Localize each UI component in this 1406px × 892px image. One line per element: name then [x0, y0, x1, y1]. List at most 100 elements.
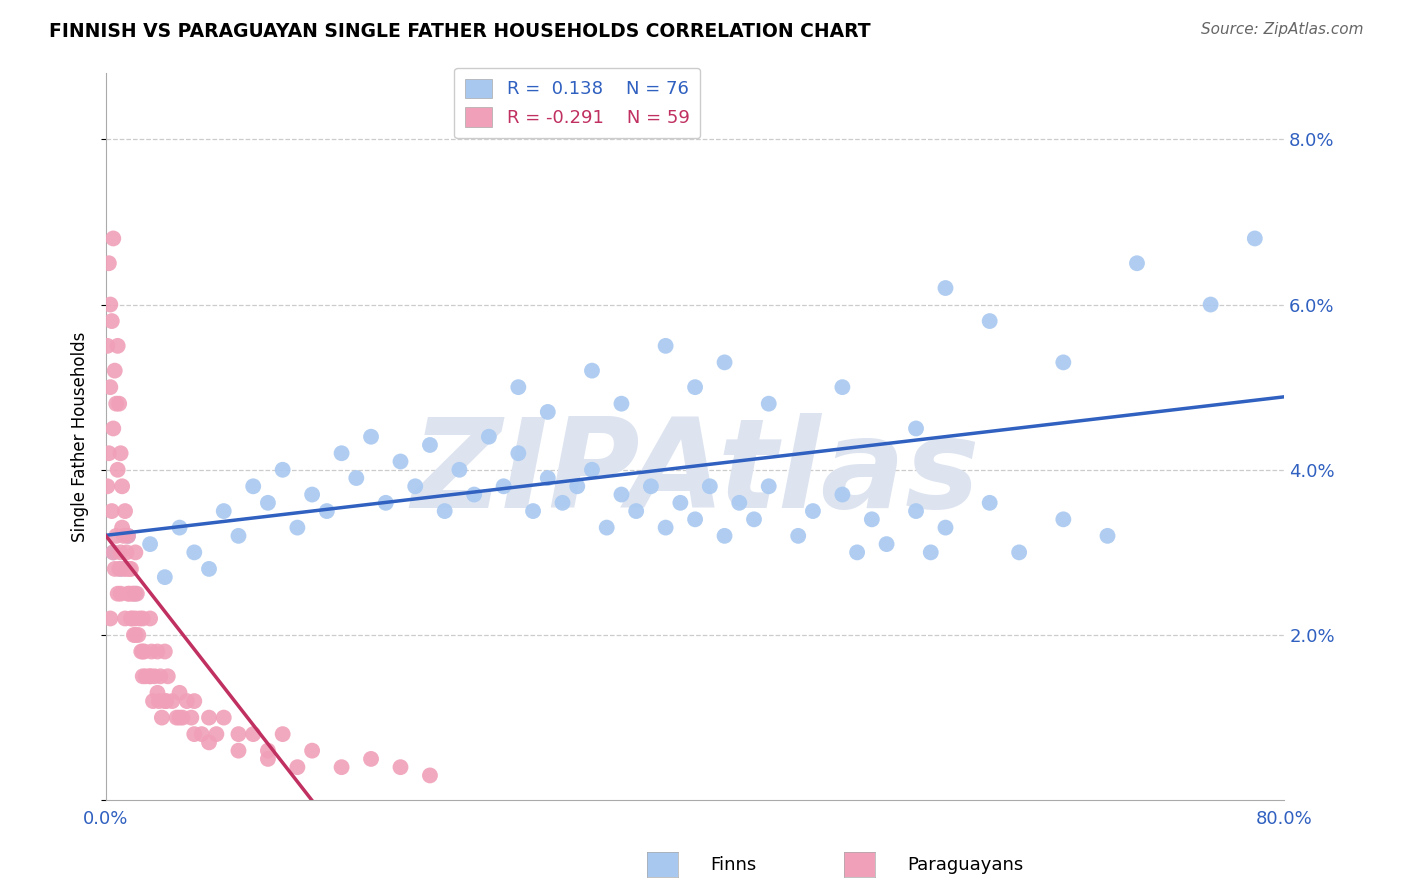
- Point: [101, 314, 124, 328]
- Point: [287, 520, 309, 534]
- Point: [105, 529, 128, 543]
- Point: [389, 454, 412, 468]
- Text: Paraguayans: Paraguayans: [907, 856, 1024, 874]
- Point: [127, 628, 149, 642]
- Point: [103, 545, 125, 559]
- Point: [374, 496, 396, 510]
- Point: [139, 537, 162, 551]
- Point: [110, 446, 132, 460]
- Point: [198, 710, 221, 724]
- Point: [121, 611, 143, 625]
- Point: [143, 669, 166, 683]
- Point: [114, 611, 136, 625]
- Point: [728, 496, 751, 510]
- Point: [110, 587, 132, 601]
- Point: [166, 710, 188, 724]
- Point: [404, 479, 426, 493]
- Point: [581, 463, 603, 477]
- Point: [124, 545, 146, 559]
- Point: [257, 744, 280, 758]
- Point: [148, 694, 170, 708]
- Point: [713, 529, 735, 543]
- Point: [271, 727, 294, 741]
- Point: [905, 504, 928, 518]
- Point: [111, 479, 134, 493]
- Point: [198, 735, 221, 749]
- Point: [1097, 529, 1119, 543]
- Point: [801, 504, 824, 518]
- Point: [160, 694, 183, 708]
- Point: [212, 710, 235, 724]
- Point: [134, 644, 156, 658]
- Point: [153, 570, 176, 584]
- Point: [344, 471, 367, 485]
- Point: [860, 512, 883, 526]
- Point: [581, 364, 603, 378]
- Point: [112, 529, 135, 543]
- Point: [1126, 256, 1149, 270]
- Point: [640, 479, 662, 493]
- Point: [139, 669, 162, 683]
- Point: [831, 487, 853, 501]
- Legend: R =  0.138    N = 76, R = -0.291    N = 59: R = 0.138 N = 76, R = -0.291 N = 59: [454, 68, 700, 138]
- Point: [122, 587, 145, 601]
- Point: [117, 587, 139, 601]
- Point: [107, 587, 129, 601]
- Point: [132, 644, 155, 658]
- Point: [110, 562, 132, 576]
- Point: [125, 587, 148, 601]
- Point: [228, 744, 250, 758]
- Point: [905, 421, 928, 435]
- Point: [198, 562, 221, 576]
- Point: [271, 463, 294, 477]
- Point: [155, 694, 177, 708]
- Point: [669, 496, 692, 510]
- Point: [117, 529, 139, 543]
- Point: [115, 562, 138, 576]
- Point: [97, 446, 120, 460]
- Point: [132, 611, 155, 625]
- Point: [610, 487, 633, 501]
- Point: [508, 446, 530, 460]
- Point: [205, 727, 228, 741]
- Point: [478, 430, 501, 444]
- Point: [683, 512, 706, 526]
- Point: [742, 512, 765, 526]
- Point: [142, 694, 165, 708]
- Point: [96, 339, 118, 353]
- Point: [330, 446, 353, 460]
- Point: [183, 545, 205, 559]
- Point: [139, 611, 162, 625]
- Point: [212, 504, 235, 518]
- Point: [1052, 355, 1074, 369]
- Point: [110, 545, 132, 559]
- Point: [122, 628, 145, 642]
- Point: [139, 669, 162, 683]
- Point: [228, 529, 250, 543]
- Point: [103, 545, 125, 559]
- Point: [124, 587, 146, 601]
- Point: [120, 611, 142, 625]
- Point: [419, 438, 441, 452]
- Point: [492, 479, 515, 493]
- Point: [114, 504, 136, 518]
- Point: [831, 380, 853, 394]
- Point: [287, 760, 309, 774]
- Point: [315, 504, 337, 518]
- Point: [121, 587, 143, 601]
- Point: [108, 562, 131, 576]
- Point: [228, 727, 250, 741]
- Text: Source: ZipAtlas.com: Source: ZipAtlas.com: [1201, 22, 1364, 37]
- Point: [537, 405, 560, 419]
- Point: [153, 644, 176, 658]
- Point: [183, 694, 205, 708]
- Point: [758, 397, 780, 411]
- Text: FINNISH VS PARAGUAYAN SINGLE FATHER HOUSEHOLDS CORRELATION CHART: FINNISH VS PARAGUAYAN SINGLE FATHER HOUS…: [49, 22, 870, 41]
- Point: [683, 380, 706, 394]
- Point: [146, 644, 169, 658]
- Point: [787, 529, 810, 543]
- Point: [979, 496, 1001, 510]
- Point: [107, 339, 129, 353]
- Point: [183, 727, 205, 741]
- Point: [96, 479, 118, 493]
